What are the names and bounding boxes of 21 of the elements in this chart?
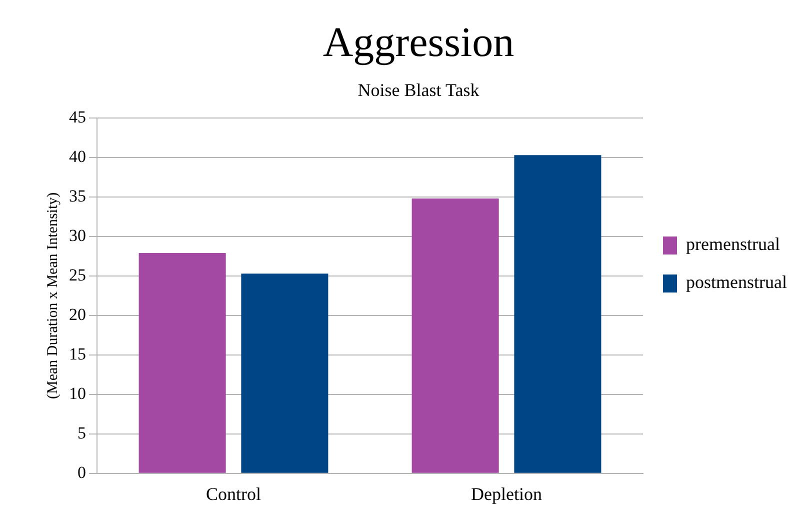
y-tick-label: 45	[69, 107, 86, 126]
x-tick-label: Control	[206, 484, 262, 504]
y-axis-title: (Mean Duration x Mean Intensity)	[44, 192, 61, 400]
bar	[241, 274, 328, 473]
legend-label: premenstrual	[686, 234, 780, 254]
y-tick-label: 35	[69, 186, 86, 206]
y-tick-label: 0	[78, 462, 86, 482]
y-tick-label: 10	[69, 384, 86, 403]
chart-title: Aggression	[322, 20, 514, 66]
chart-subtitle: Noise Blast Task	[358, 80, 480, 100]
y-tick-label: 25	[69, 265, 86, 284]
y-tick-label: 5	[78, 423, 86, 442]
x-tick-label: Depletion	[471, 484, 542, 504]
bar	[138, 253, 226, 473]
legend-label: postmenstrual	[686, 272, 788, 292]
bar	[514, 155, 602, 473]
y-tick-label: 40	[69, 146, 86, 166]
bar	[412, 198, 499, 473]
y-tick-label: 20	[69, 304, 86, 324]
y-tick-label: 15	[69, 344, 86, 364]
y-tick-label: 30	[69, 226, 86, 245]
